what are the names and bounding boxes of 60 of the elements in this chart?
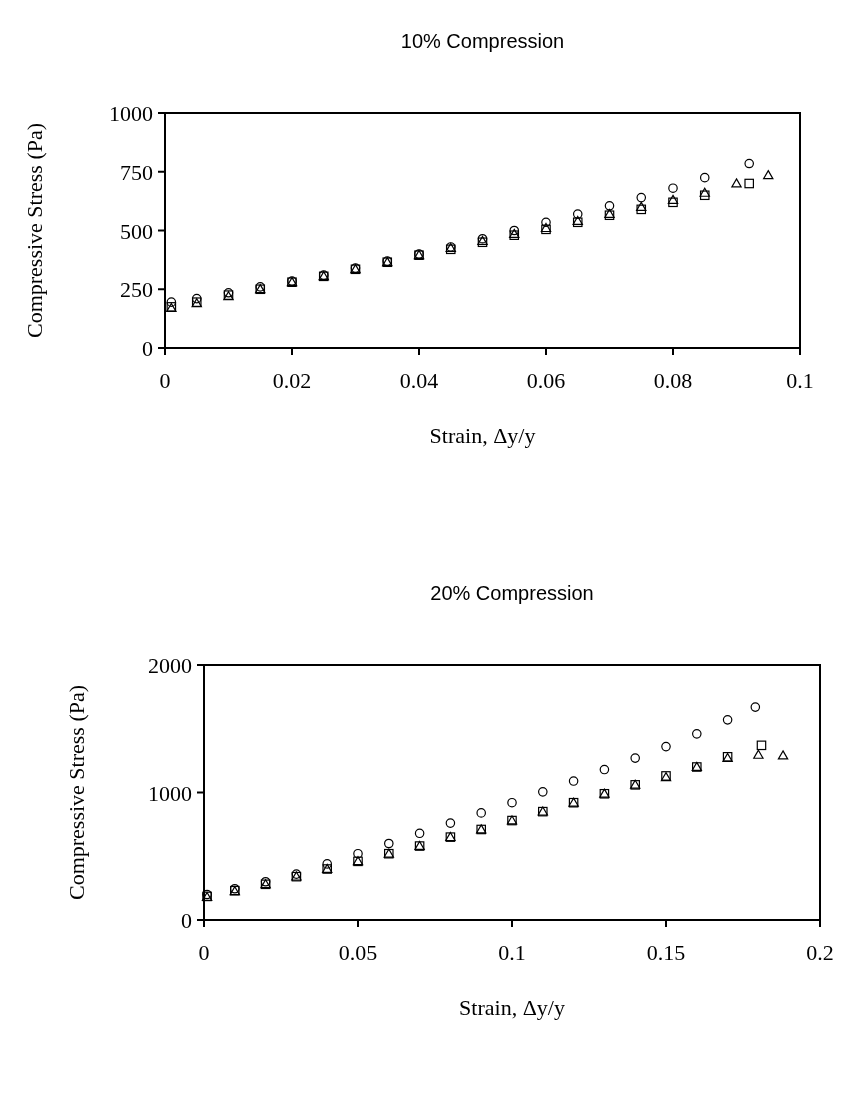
point [445, 818, 456, 828]
point [353, 848, 363, 859]
point [599, 764, 610, 775]
y-axis-title: Compressive Stress (Pa) [22, 122, 47, 339]
y-tick-label: 250 [120, 277, 153, 303]
point [750, 702, 761, 712]
point [722, 715, 733, 725]
x-tick-label: 0.1 [498, 940, 526, 965]
point [541, 217, 551, 228]
chart-title: 20% Compression [430, 582, 594, 604]
point [668, 197, 678, 208]
x-tick-label: 0.04 [399, 368, 439, 393]
point [476, 808, 486, 818]
point [699, 187, 710, 197]
point [630, 753, 640, 763]
x-tick-label: 0.02 [272, 368, 312, 393]
point [661, 741, 671, 752]
y-tick-label: 750 [120, 159, 153, 185]
point [384, 838, 394, 849]
x-tick-label: 0 [198, 940, 210, 965]
x-tick-label: 0.05 [338, 940, 378, 965]
x-tick-label: 0.06 [526, 368, 566, 393]
point [763, 170, 774, 180]
x-tick-label: 0.08 [653, 368, 693, 393]
y-tick-label: 0 [181, 908, 192, 933]
point [568, 776, 579, 786]
point [636, 201, 647, 211]
x-axis-title: Strain, Δy/y [429, 423, 536, 448]
point [322, 859, 332, 869]
y-axis-title: Compressive Stress (Pa) [64, 684, 89, 901]
point [777, 750, 789, 760]
x-tick-label: 0.1 [786, 368, 814, 393]
point [507, 797, 517, 808]
point [191, 293, 202, 304]
chart-title: 10% Compression [400, 30, 565, 52]
point [414, 828, 425, 839]
y-tick-label: 2000 [148, 653, 192, 678]
x-axis-title: Strain, Δy/y [459, 995, 565, 1020]
point [636, 192, 647, 203]
y-tick-label: 1000 [148, 780, 192, 806]
point [756, 740, 767, 751]
point [668, 183, 678, 193]
y-tick-label: 0 [142, 336, 153, 361]
point [744, 178, 754, 189]
point [753, 749, 764, 759]
point [699, 172, 710, 183]
x-tick-label: 0.15 [646, 940, 686, 965]
point [636, 204, 647, 215]
x-tick-label: 0.2 [806, 940, 834, 965]
y-tick-label: 1000 [109, 101, 153, 126]
point [572, 209, 583, 219]
point [604, 201, 615, 211]
point [166, 297, 177, 307]
point [667, 194, 679, 204]
y-tick-label: 500 [120, 218, 153, 244]
point [699, 190, 710, 201]
point [692, 729, 702, 739]
point [731, 178, 742, 188]
point [538, 787, 548, 797]
point [744, 158, 754, 169]
